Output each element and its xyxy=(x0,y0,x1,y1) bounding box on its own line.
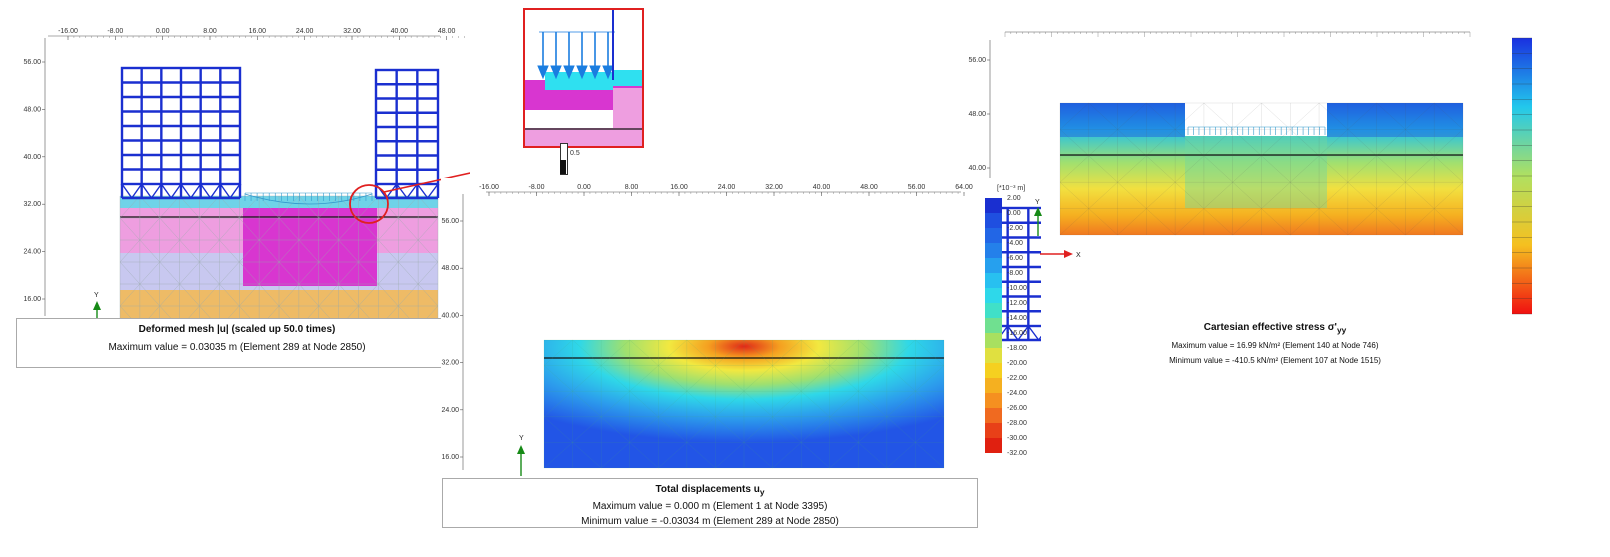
deformed-mesh-panel: -16.00 -8.00 0.00 8.00 16.00 24.00 32.00 40.00 4… xyxy=(0,18,470,370)
legend-value: -10.00 xyxy=(1007,285,1027,292)
x-tick-label: 48.00 xyxy=(438,28,456,35)
x-tick-label: 32.00 xyxy=(765,184,783,191)
legend-value: -32.00 xyxy=(1007,450,1027,457)
deformed-mesh-caption: Deformed mesh |u| (scaled up 50.0 times)… xyxy=(16,318,458,368)
y-tick-label: 16.00 xyxy=(441,454,459,461)
zoom-inset[interactable] xyxy=(523,8,644,148)
y-tick-label: 24.00 xyxy=(23,249,41,256)
legend-value: -30.00 xyxy=(1007,435,1027,442)
x-tick-label: 16.00 xyxy=(670,184,688,191)
caption-max-value: Maximum value = 16.99 kN/m² (Element 140… xyxy=(1171,341,1379,350)
y-tick-label: 16.00 xyxy=(23,296,41,303)
legend-value: -12.00 xyxy=(1007,300,1027,307)
y-tick-label: 40.00 xyxy=(441,312,459,319)
caption-max-value: Maximum value = 0.000 m (Element 1 at No… xyxy=(592,501,828,512)
x-tick-label: -8.00 xyxy=(529,184,545,191)
y-tick-label: 48.00 xyxy=(441,265,459,272)
legend-value: -28.00 xyxy=(1007,420,1027,427)
x-axis-label: X xyxy=(1076,252,1081,259)
x-tick-label: 56.00 xyxy=(908,184,926,191)
highlight-circle xyxy=(349,184,389,224)
y-tick-label: 48.00 xyxy=(968,111,986,118)
total-displacements-panel: -16.00 -8.00 0.00 8.00 16.00 24.00 32.00 40.00 4… xyxy=(441,178,1041,530)
deformed-mesh-plot[interactable]: -16.00 -8.00 0.00 8.00 16.00 24.00 32.00 40.00 4… xyxy=(0,18,470,318)
y-tick-label: 24.00 xyxy=(441,407,459,414)
y-tick-label: 56.00 xyxy=(968,57,986,64)
x-tick-label: 40.00 xyxy=(391,28,409,35)
legend-unit: [*10⁻³ m] xyxy=(997,185,1025,192)
total-displacements-caption: Total displacements uy Maximum value = 0… xyxy=(442,478,978,528)
caption-title-sub: y xyxy=(759,487,765,497)
x-tick-label: 32.00 xyxy=(343,28,361,35)
legend-value: -14.00 xyxy=(1007,315,1027,322)
legend-value: -6.00 xyxy=(1007,255,1023,262)
x-tick-label: 64.00 xyxy=(955,184,973,191)
x-tick-label: 0.00 xyxy=(577,184,591,191)
legend-value: 0.00 xyxy=(1007,210,1021,217)
legend-value: -2.00 xyxy=(1007,225,1023,232)
legend-value: -4.00 xyxy=(1007,240,1023,247)
caption-min-value: Minimum value = -0.03034 m (Element 289 … xyxy=(581,516,839,527)
effective-stress-panel: 56.00 48.00 40.00 Y X Cartesian effective … xyxy=(960,18,1610,378)
caption-title: Cartesian effective stress σ' xyxy=(1203,322,1337,333)
x-tick-label: 8.00 xyxy=(625,184,639,191)
right-building-frame xyxy=(374,68,440,200)
legend-value: -8.00 xyxy=(1007,270,1023,277)
y-tick-label: 56.00 xyxy=(441,218,459,225)
legend-value: -24.00 xyxy=(1007,390,1027,397)
x-tick-label: 40.00 xyxy=(813,184,831,191)
effective-stress-caption: Cartesian effective stress σ'yy Maximum … xyxy=(1110,322,1440,365)
y-axis-label: Y xyxy=(519,435,524,442)
x-tick-label: 24.00 xyxy=(718,184,736,191)
x-tick-label: -8.00 xyxy=(107,28,123,35)
legend-value: -16.00 xyxy=(1007,330,1027,337)
x-tick-label: -16.00 xyxy=(479,184,499,191)
x-tick-label: -16.00 xyxy=(58,28,78,35)
caption-title: Deformed mesh |u| (scaled up 50.0 times) xyxy=(138,324,336,335)
x-tick-label: 48.00 xyxy=(860,184,878,191)
x-tick-label: 24.00 xyxy=(296,28,314,35)
caption-max-value: Maximum value = 0.03035 m (Element 289 a… xyxy=(108,342,366,353)
x-tick-label: 0.00 xyxy=(156,28,170,35)
left-building-frame xyxy=(120,66,242,200)
legend-value: -18.00 xyxy=(1007,345,1027,352)
y-axis-label: Y xyxy=(1035,199,1040,206)
caption-title: Total displacements u xyxy=(655,484,760,495)
legend-value: -22.00 xyxy=(1007,375,1027,382)
y-axis-label: Y xyxy=(94,292,99,299)
caption-title-sub: yy xyxy=(1336,325,1347,335)
effective-stress-plot[interactable]: 56.00 48.00 40.00 Y X xyxy=(960,18,1610,318)
y-tick-label: 32.00 xyxy=(23,201,41,208)
legend-value: -26.00 xyxy=(1007,405,1027,412)
legend-value: -20.00 xyxy=(1007,360,1027,367)
x-tick-label: 16.00 xyxy=(249,28,267,35)
caption-min-value: Minimum value = -410.5 kN/m² (Element 10… xyxy=(1169,356,1381,365)
y-tick-label: 32.00 xyxy=(441,360,459,367)
y-tick-label: 40.00 xyxy=(23,154,41,161)
x-tick-label: 8.00 xyxy=(203,28,217,35)
color-legend: 2.00 0.00 -2.00 -4.00 -6.00 -8.00 -10.00 -12.00… xyxy=(985,195,1027,457)
total-displacements-plot[interactable]: -16.00 -8.00 0.00 8.00 16.00 24.00 32.00 40.00 4… xyxy=(441,178,1041,478)
y-tick-label: 40.00 xyxy=(968,165,986,172)
legend-value: 2.00 xyxy=(1007,195,1021,202)
zoom-scale-label: 0.5 xyxy=(570,150,580,157)
y-tick-label: 48.00 xyxy=(23,106,41,113)
y-tick-label: 56.00 xyxy=(23,59,41,66)
